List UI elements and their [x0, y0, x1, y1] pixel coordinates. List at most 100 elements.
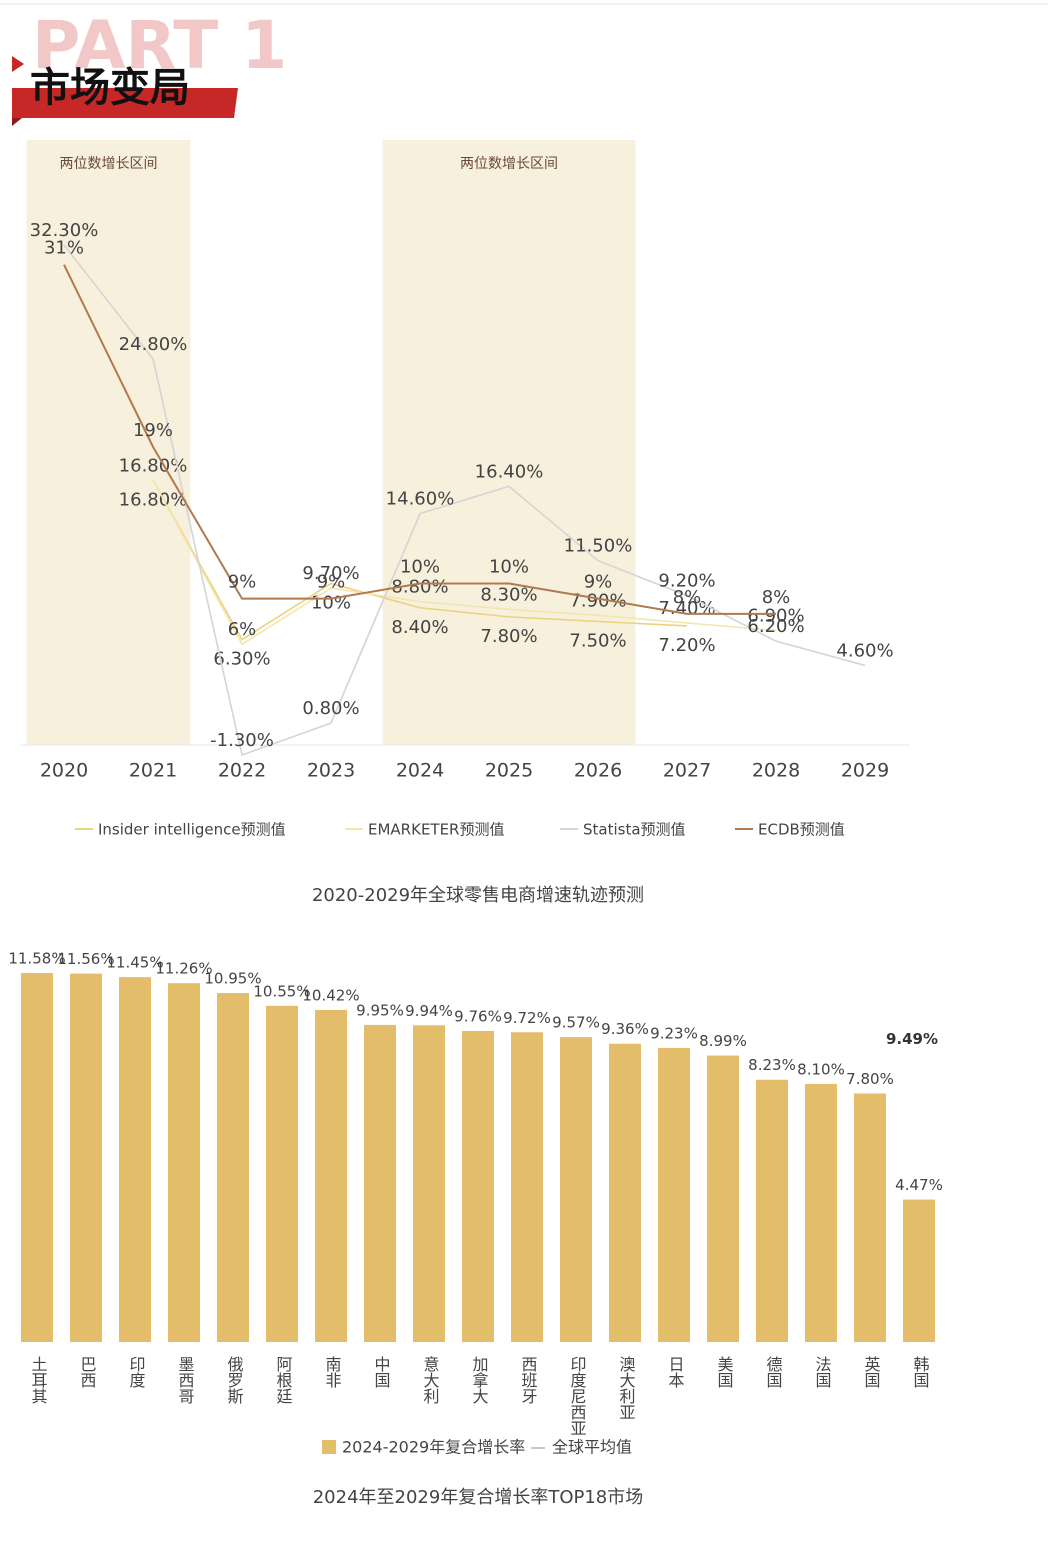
bar — [609, 1043, 641, 1342]
x-tick-label: 法国 — [813, 1356, 832, 1388]
data-label: 9.76% — [454, 1007, 502, 1025]
band-label: 两位数增长区间 — [60, 156, 158, 172]
data-label: 8.10% — [797, 1060, 845, 1078]
bar — [315, 1009, 347, 1342]
x-tick-label: 加拿大 — [470, 1356, 489, 1404]
x-tick-label: 2020 — [40, 760, 88, 782]
data-label: 7.50% — [569, 630, 626, 651]
data-label: 9.95% — [356, 1001, 404, 1019]
bar — [119, 977, 151, 1342]
data-label: 4.60% — [836, 640, 893, 661]
data-label: 32.30% — [30, 220, 99, 241]
data-label: 7.80% — [846, 1070, 894, 1088]
title-arrow — [12, 56, 24, 72]
bar — [217, 993, 249, 1342]
bar — [413, 1025, 445, 1342]
x-tick-label: 2026 — [574, 760, 622, 782]
data-label: 0.80% — [302, 698, 359, 719]
data-label: 9.72% — [503, 1009, 551, 1027]
x-tick-label: 印度 — [127, 1356, 146, 1388]
bar — [756, 1079, 788, 1342]
data-label: 6.20% — [747, 616, 804, 637]
bar — [707, 1055, 739, 1342]
data-label: 9% — [584, 572, 613, 593]
data-label: 6.30% — [213, 649, 270, 670]
bar — [805, 1083, 837, 1342]
bar-chart: 11.58%11.56%11.45%11.26%10.95%10.55%10.4… — [8, 950, 942, 1509]
bar — [854, 1093, 886, 1342]
data-label: 16.40% — [475, 461, 544, 482]
data-label: 8.23% — [748, 1056, 796, 1074]
bar — [168, 983, 200, 1342]
chart-title: 2020-2029年全球零售电商增速轨迹预测 — [312, 885, 644, 906]
section-title: 市场变局 — [30, 65, 190, 111]
legend-label: EMARKETER预测值 — [368, 821, 504, 839]
x-tick-label: 2024 — [396, 760, 444, 782]
x-tick-label: 2029 — [841, 760, 889, 782]
legend-label: 全球平均值 — [552, 1438, 632, 1457]
data-label: 9% — [317, 572, 346, 593]
line-chart: 两位数增长区间 两位数增长区间 2020 2021 2022 2023 2024 2025 20… — [20, 140, 910, 906]
bar — [266, 1005, 298, 1342]
x-tick-label: 2025 — [485, 760, 533, 782]
data-label: 19% — [133, 420, 173, 441]
x-tick-label: 巴西 — [78, 1356, 97, 1388]
legend-label: 2024-2029年复合增长率 — [342, 1438, 525, 1457]
growth-band — [26, 140, 191, 745]
data-label: 10.42% — [302, 986, 359, 1004]
bar — [462, 1030, 494, 1342]
bar — [658, 1047, 690, 1342]
data-label: 14.60% — [386, 489, 455, 510]
x-tick-label: 2023 — [307, 760, 355, 782]
legend-marker — [322, 1440, 336, 1454]
data-label: 11.26% — [155, 960, 212, 978]
bar — [21, 973, 53, 1342]
data-label: 7.80% — [480, 626, 537, 647]
data-label: 24.80% — [119, 334, 188, 355]
data-label: 7.20% — [658, 635, 715, 656]
data-label: 10% — [400, 556, 440, 577]
series-line — [152, 479, 688, 641]
data-label: 9.70% — [302, 563, 359, 584]
bar — [70, 973, 102, 1342]
x-tick-label: 2027 — [663, 760, 711, 782]
series-line — [63, 244, 866, 757]
x-tick-label: 西班牙 — [519, 1356, 538, 1405]
data-label: -1.30% — [210, 730, 274, 751]
data-label: 8.30% — [480, 584, 537, 605]
data-label: 7.90% — [569, 590, 626, 611]
data-label: 8% — [673, 587, 702, 608]
x-tick-label: 俄罗斯 — [225, 1356, 244, 1405]
legend-label: ECDB预测值 — [758, 821, 845, 839]
bar — [903, 1199, 935, 1342]
x-tick-label: 英国 — [862, 1356, 881, 1388]
x-tick-label: 意大利 — [421, 1355, 440, 1404]
x-tick-label: 德国 — [764, 1356, 783, 1388]
title-bar — [12, 88, 238, 118]
data-label: 9.57% — [552, 1014, 600, 1032]
reference-label: 9.49% — [886, 1030, 938, 1048]
data-label: 6.90% — [747, 606, 804, 627]
x-tick-label: 阿根廷 — [274, 1356, 293, 1404]
x-tick-label: 2028 — [752, 760, 800, 782]
bar — [364, 1024, 396, 1342]
x-tick-label: 土耳其 — [29, 1356, 48, 1404]
data-label: 11.56% — [57, 950, 114, 968]
x-tick-label: 印度尼西亚 — [568, 1356, 587, 1436]
x-tick-label: 日本 — [666, 1356, 685, 1388]
series-line — [63, 264, 776, 615]
data-label: 31% — [44, 238, 84, 259]
data-label: 4.47% — [895, 1176, 943, 1194]
data-label: 9.23% — [650, 1024, 698, 1042]
data-label: 8.40% — [391, 617, 448, 638]
data-label: 8% — [762, 587, 791, 608]
series-line — [152, 479, 777, 646]
data-label: 10.95% — [204, 970, 261, 988]
legend-label: Insider intelligence预测值 — [98, 821, 286, 839]
data-label: 6% — [228, 619, 257, 640]
legend-label: Statista预测值 — [583, 821, 686, 839]
data-label: 10.55% — [253, 982, 310, 1000]
data-label: 11.50% — [564, 536, 633, 557]
x-tick-label: 澳大利亚 — [617, 1356, 636, 1420]
